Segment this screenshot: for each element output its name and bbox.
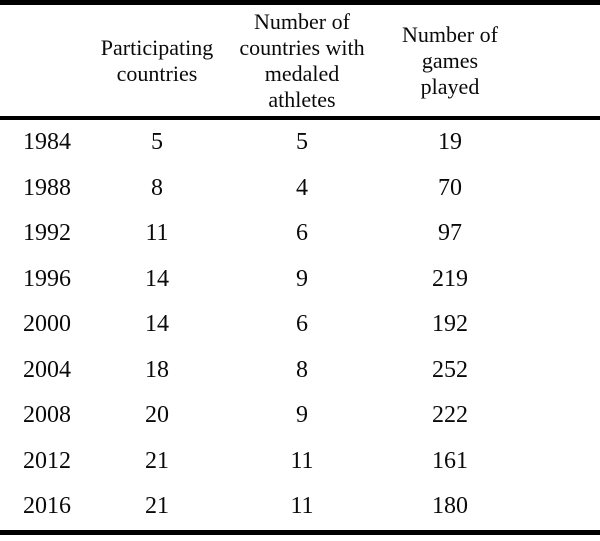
year-cell: 2016 bbox=[23, 493, 71, 520]
value-cell: 19 bbox=[438, 129, 462, 156]
column-header-year bbox=[0, 3, 94, 119]
value-cell: 21 bbox=[145, 447, 169, 474]
column-header-line: played bbox=[420, 73, 480, 99]
table-body: 1984 5 5 19 1988 8 4 70 1992 11 6 97 1996 14 9 219 2000 1… bbox=[0, 118, 600, 532]
value-cell: 11 bbox=[145, 220, 169, 247]
table-row: 2008 20 9 222 bbox=[0, 393, 600, 439]
column-header-line: Participating bbox=[100, 34, 214, 60]
table-row: 1996 14 9 219 bbox=[0, 257, 600, 303]
table-row: 2000 14 6 192 bbox=[0, 302, 600, 348]
column-header-line: countries bbox=[116, 60, 198, 86]
column-header-line: Number of bbox=[402, 21, 498, 47]
column-header-medaled: Number of countries with medaled athletes bbox=[220, 3, 384, 119]
value-cell: 18 bbox=[145, 356, 169, 383]
value-cell: 252 bbox=[432, 356, 468, 383]
column-header-line: countries with bbox=[239, 34, 365, 60]
column-header-line: medaled bbox=[264, 60, 340, 86]
value-cell: 6 bbox=[296, 220, 308, 247]
value-cell: 97 bbox=[438, 220, 462, 247]
value-cell: 222 bbox=[432, 402, 468, 429]
table-row: 1988 8 4 70 bbox=[0, 166, 600, 212]
value-cell: 4 bbox=[296, 174, 308, 201]
year-cell: 2008 bbox=[23, 402, 71, 429]
value-cell: 9 bbox=[296, 265, 308, 292]
year-cell: 1992 bbox=[23, 220, 71, 247]
value-cell: 11 bbox=[290, 493, 314, 520]
value-cell: 219 bbox=[432, 265, 468, 292]
table-row: 1992 11 6 97 bbox=[0, 211, 600, 257]
table-row: 2004 18 8 252 bbox=[0, 348, 600, 394]
value-cell: 6 bbox=[296, 311, 308, 338]
value-cell: 5 bbox=[296, 129, 308, 156]
table-row: 2012 21 11 161 bbox=[0, 439, 600, 485]
year-cell: 1996 bbox=[23, 265, 71, 292]
column-header-games: Number of games played bbox=[384, 3, 600, 119]
value-cell: 192 bbox=[432, 311, 468, 338]
value-cell: 5 bbox=[151, 129, 163, 156]
year-cell: 2004 bbox=[23, 356, 71, 383]
value-cell: 9 bbox=[296, 402, 308, 429]
table-row: 1984 5 5 19 bbox=[0, 118, 600, 166]
value-cell: 161 bbox=[432, 447, 468, 474]
table-row: 2016 21 11 180 bbox=[0, 484, 600, 532]
table-header-row: Participating countries Number of countries… bbox=[0, 3, 600, 119]
value-cell: 11 bbox=[290, 447, 314, 474]
column-header-participating: Participating countries bbox=[94, 3, 220, 119]
value-cell: 70 bbox=[438, 174, 462, 201]
year-cell: 2000 bbox=[23, 311, 71, 338]
value-cell: 8 bbox=[151, 174, 163, 201]
year-cell: 1988 bbox=[23, 174, 71, 201]
year-cell: 1984 bbox=[23, 129, 71, 156]
value-cell: 180 bbox=[432, 493, 468, 520]
value-cell: 21 bbox=[145, 493, 169, 520]
value-cell: 20 bbox=[145, 402, 169, 429]
column-header-line: athletes bbox=[268, 86, 336, 112]
column-header-line: Number of bbox=[254, 8, 350, 34]
table-header: Participating countries Number of countries… bbox=[0, 3, 600, 119]
value-cell: 14 bbox=[145, 265, 169, 292]
value-cell: 14 bbox=[145, 311, 169, 338]
column-header-line: games bbox=[421, 47, 479, 73]
value-cell: 8 bbox=[296, 356, 308, 383]
year-cell: 2012 bbox=[23, 447, 71, 474]
